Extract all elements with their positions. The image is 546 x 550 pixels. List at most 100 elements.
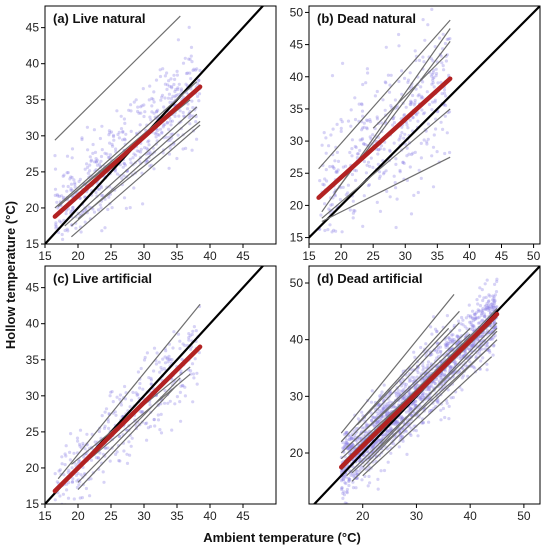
y-tick-label: 35 — [26, 93, 40, 107]
data-point — [472, 342, 476, 346]
data-point — [89, 477, 93, 481]
data-point — [136, 105, 140, 109]
data-point — [158, 127, 163, 131]
data-point — [132, 186, 136, 190]
data-point — [78, 442, 82, 446]
data-point — [410, 368, 414, 372]
data-point — [493, 282, 497, 286]
data-point — [53, 498, 57, 502]
scatter-points — [317, 7, 452, 234]
data-point — [66, 470, 70, 474]
data-point — [104, 407, 109, 411]
data-point — [346, 119, 351, 123]
data-point — [394, 186, 398, 190]
data-point — [445, 401, 449, 405]
data-point — [407, 152, 411, 156]
data-point — [65, 482, 69, 486]
data-point — [324, 136, 328, 140]
data-point — [492, 305, 496, 309]
data-point — [387, 90, 392, 94]
data-point — [400, 397, 404, 401]
data-point — [384, 413, 388, 417]
data-point — [414, 399, 418, 403]
data-point — [329, 203, 333, 207]
data-point — [187, 25, 191, 29]
data-point — [492, 344, 496, 348]
data-point — [361, 224, 365, 228]
data-point — [180, 383, 184, 388]
data-point — [372, 424, 376, 428]
data-point — [59, 220, 63, 224]
data-point — [331, 164, 335, 168]
data-point — [478, 309, 482, 313]
site-regression-line — [362, 330, 498, 468]
data-point — [181, 110, 185, 115]
data-point — [355, 152, 360, 156]
data-point — [135, 393, 139, 397]
data-point — [461, 318, 465, 322]
data-point — [377, 403, 381, 407]
data-point — [115, 172, 119, 176]
data-point — [332, 166, 336, 170]
data-point — [136, 109, 140, 114]
data-point — [488, 350, 492, 354]
data-point — [341, 477, 345, 481]
data-point — [346, 442, 350, 446]
data-point — [101, 470, 105, 474]
data-point — [408, 407, 412, 411]
data-point — [109, 390, 113, 394]
y-tick-label: 50 — [290, 276, 304, 290]
data-point — [180, 357, 184, 361]
data-point — [359, 467, 363, 471]
data-point — [341, 496, 345, 500]
data-point — [441, 64, 445, 68]
data-point — [134, 391, 138, 395]
data-point — [57, 230, 61, 235]
data-point — [158, 68, 162, 72]
data-point — [430, 154, 434, 158]
data-point — [484, 303, 488, 307]
data-point — [377, 438, 381, 442]
data-point — [438, 375, 442, 379]
site-regression-line — [321, 108, 451, 219]
data-point — [86, 171, 90, 175]
data-point — [371, 415, 375, 419]
data-point — [428, 409, 432, 413]
data-point — [152, 167, 156, 171]
data-point — [64, 212, 68, 216]
data-point — [442, 91, 447, 95]
data-point — [138, 123, 142, 127]
data-point — [418, 395, 422, 399]
data-point — [173, 114, 177, 118]
data-point — [483, 314, 487, 318]
data-point — [455, 335, 459, 339]
data-point — [377, 148, 381, 152]
y-tick-label: 15 — [290, 231, 304, 245]
x-tick-label: 40 — [463, 249, 477, 263]
data-point — [361, 114, 365, 118]
x-tick-label: 30 — [410, 509, 424, 523]
data-point — [399, 134, 403, 138]
data-point — [382, 405, 386, 410]
data-point — [433, 327, 438, 331]
data-point — [129, 398, 134, 402]
data-point — [161, 357, 165, 361]
data-point — [401, 396, 405, 400]
data-point — [175, 395, 179, 399]
data-point — [170, 119, 174, 123]
data-point — [394, 394, 399, 398]
data-point — [69, 432, 73, 436]
y-tick-label: 25 — [26, 165, 40, 179]
data-point — [430, 108, 434, 112]
data-point — [165, 356, 169, 360]
data-point — [137, 111, 141, 115]
data-point — [128, 206, 132, 210]
data-point — [360, 102, 364, 106]
data-point — [433, 381, 437, 385]
data-point — [347, 437, 351, 441]
data-point — [175, 69, 179, 73]
data-point — [410, 101, 414, 105]
data-point — [393, 423, 397, 427]
data-point — [408, 118, 412, 122]
data-point — [493, 299, 497, 303]
